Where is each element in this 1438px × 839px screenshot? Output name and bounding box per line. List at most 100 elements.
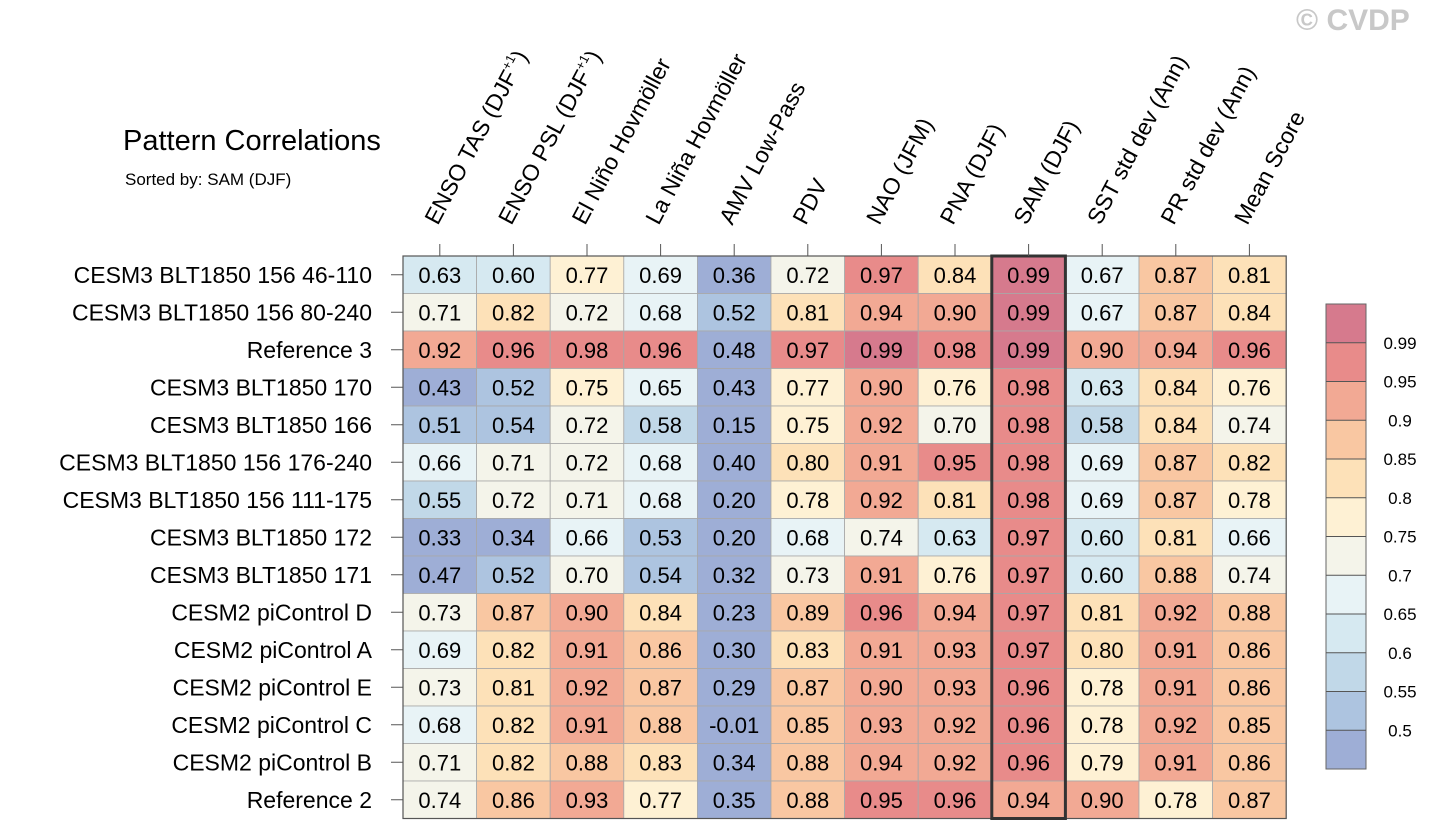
cell-value: 0.58 [1081,413,1124,438]
heatmap-cell [549,705,625,744]
cell-value: 0.87 [786,675,829,700]
heatmap-cell [770,593,845,632]
colorbar-label: 0.5 [1388,721,1412,740]
cell-value: 0.92 [860,488,903,513]
cell-value: 0.86 [639,638,682,663]
cell-value: 0.74 [418,788,461,813]
heatmap-cell [402,518,477,557]
heatmap-cell [476,330,551,369]
heatmap-cell [697,405,772,444]
cell-value: 0.95 [934,450,977,475]
cell-value: 0.69 [1081,450,1124,475]
cell-value: 0.54 [639,563,682,588]
heatmap-cell [402,705,477,744]
heatmap-cell [1065,668,1140,707]
cell-value: 0.36 [713,263,756,288]
heatmap-cell [770,743,845,782]
heatmap-cell [549,555,625,594]
cell-value: 0.20 [713,525,756,550]
cell-value: 0.88 [1228,600,1271,625]
cell-value: 0.96 [1007,713,1050,738]
heatmap-cell [697,555,772,594]
cell-value: 0.93 [566,788,609,813]
row-label: Reference 3 [247,337,372,363]
heatmap-cell [402,668,477,707]
heatmap-cell [623,668,698,707]
heatmap-cell [476,705,551,744]
cell-value: 0.95 [860,788,903,813]
column-label-superscript: +1 [498,52,518,72]
cell-value: 0.86 [1228,675,1271,700]
heatmap-cell [844,630,919,669]
cell-value: 0.81 [934,488,977,513]
heatmap-cell [1138,743,1213,782]
heatmap-cell [697,705,772,744]
cell-value: 0.34 [492,525,535,550]
cell-value: 0.87 [492,600,535,625]
cell-value: 0.81 [1154,525,1197,550]
heatmap-cell [623,443,698,482]
cell-value: 0.98 [1007,450,1050,475]
heatmap-cell [770,443,845,482]
cell-value: 0.70 [566,563,609,588]
cell-value: 0.60 [1081,563,1124,588]
colorbar-segment [1326,304,1366,343]
column-label-text: PNA (DJF) [934,119,1009,228]
cell-value: 0.74 [1228,413,1271,438]
heatmap-cell [1212,293,1287,332]
heatmap-cell [770,405,845,444]
cell-value: 0.69 [1081,488,1124,513]
heatmap-cell [623,330,698,369]
row-label: Reference 2 [247,787,372,813]
row-label: CESM3 BLT1850 156 46-110 [74,262,372,288]
cell-value: 0.66 [1228,525,1271,550]
cell-value: 0.89 [786,600,829,625]
cell-value: 0.78 [1081,675,1124,700]
cell-value: 0.78 [1154,788,1197,813]
cell-value: 0.93 [860,713,903,738]
cell-value: 0.66 [566,525,609,550]
heatmap-cell [917,480,993,519]
cell-value: 0.93 [934,638,977,663]
cell-value: 0.51 [418,413,461,438]
cell-value: 0.68 [639,450,682,475]
heatmap-cell [991,330,1066,369]
cell-value: 0.78 [1081,713,1124,738]
cell-value: 0.97 [1007,525,1050,550]
cell-value: 0.58 [639,413,682,438]
heatmap-cell [917,705,993,744]
cell-value: 0.70 [934,413,977,438]
colorbar-label: 0.7 [1388,566,1412,585]
cell-value: 0.63 [418,263,461,288]
cell-value: 0.79 [1081,750,1124,775]
heatmap-cell [476,630,551,669]
heatmap-cell [1138,780,1213,819]
cell-value: 0.68 [639,300,682,325]
heatmap-cell [770,368,845,407]
cell-value: 0.97 [1007,563,1050,588]
cell-value: 0.87 [1154,450,1197,475]
heatmap-cell [917,593,993,632]
heatmap-cell [476,293,551,332]
watermark: © CVDP [1296,4,1410,37]
cell-value: 0.91 [860,638,903,663]
heatmap-cell [1065,330,1140,369]
heatmap-cell [991,293,1066,332]
heatmap-cell [1212,668,1287,707]
cell-value: 0.93 [934,675,977,700]
cell-value: 0.88 [786,750,829,775]
cell-value: 0.52 [492,563,535,588]
heatmap-cell [697,443,772,482]
heatmap-cell [402,330,477,369]
heatmap-cell [1065,255,1140,294]
heatmap-cell [697,630,772,669]
cell-value: 0.29 [713,675,756,700]
cell-value: 0.60 [1081,525,1124,550]
heatmap-cell [549,518,625,557]
heatmap-cell [1138,480,1213,519]
cell-value: 0.96 [1228,338,1271,363]
heatmap-cell [1065,705,1140,744]
heatmap-cell [623,780,698,819]
cell-value: 0.80 [786,450,829,475]
cell-value: 0.96 [1007,750,1050,775]
